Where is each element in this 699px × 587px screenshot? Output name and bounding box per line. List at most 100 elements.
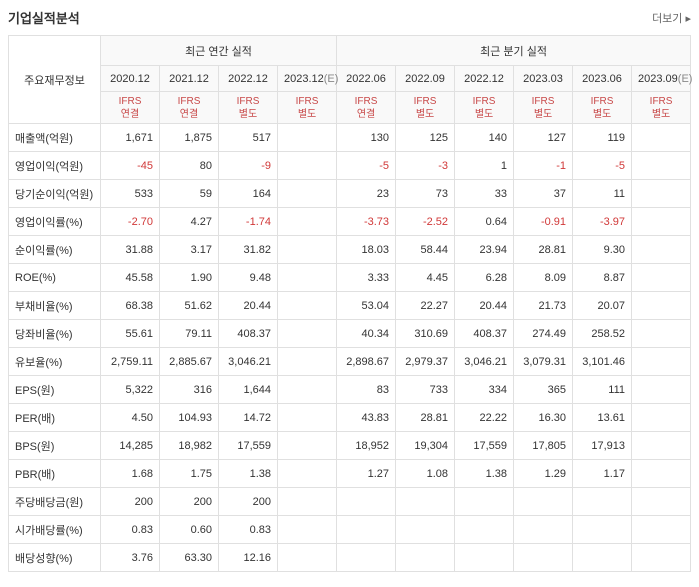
- metric-value: [278, 320, 337, 348]
- metric-value: [573, 544, 632, 572]
- metric-value: [278, 460, 337, 488]
- metric-value: 334: [455, 376, 514, 404]
- metric-value: [514, 544, 573, 572]
- metric-value: 1.68: [101, 460, 160, 488]
- ifrs-header: IFRS연결: [337, 92, 396, 124]
- metric-value: 119: [573, 124, 632, 152]
- metric-value: [632, 208, 691, 236]
- metric-value: [278, 180, 337, 208]
- metric-value: 17,559: [219, 432, 278, 460]
- metric-value: 17,913: [573, 432, 632, 460]
- metric-value: 18,982: [160, 432, 219, 460]
- metric-value: 20.07: [573, 292, 632, 320]
- metric-value: 0.60: [160, 516, 219, 544]
- metric-value: 1.90: [160, 264, 219, 292]
- metric-label: 시가배당률(%): [9, 516, 101, 544]
- metric-value: 104.93: [160, 404, 219, 432]
- metric-value: 130: [337, 124, 396, 152]
- metric-value: -5: [337, 152, 396, 180]
- ifrs-header: IFRS별도: [455, 92, 514, 124]
- metric-value: 125: [396, 124, 455, 152]
- metric-value: 33: [455, 180, 514, 208]
- period-header: 2022.12: [219, 66, 278, 92]
- metric-value: 733: [396, 376, 455, 404]
- metric-value: 6.28: [455, 264, 514, 292]
- metric-value: [278, 544, 337, 572]
- metric-label: PER(배): [9, 404, 101, 432]
- metric-value: 1.75: [160, 460, 219, 488]
- metric-value: 1.38: [455, 460, 514, 488]
- metric-value: [278, 124, 337, 152]
- metric-value: 37: [514, 180, 573, 208]
- metric-value: [632, 124, 691, 152]
- table-row: 주당배당금(원)200200200: [9, 488, 691, 516]
- table-row: 부채비율(%)68.3851.6220.4453.0422.2720.4421.…: [9, 292, 691, 320]
- metric-value: 140: [455, 124, 514, 152]
- ifrs-header: IFRS연결: [101, 92, 160, 124]
- metric-value: [632, 180, 691, 208]
- metric-label: 영업이익률(%): [9, 208, 101, 236]
- metric-value: 3.17: [160, 236, 219, 264]
- group-quarter: 최근 분기 실적: [337, 36, 691, 66]
- metric-label: EPS(원): [9, 376, 101, 404]
- metric-value: 18.03: [337, 236, 396, 264]
- metric-label: 주당배당금(원): [9, 488, 101, 516]
- metric-value: [632, 544, 691, 572]
- metric-value: -45: [101, 152, 160, 180]
- metric-value: 43.83: [337, 404, 396, 432]
- ifrs-header: IFRS별도: [514, 92, 573, 124]
- ifrs-header: IFRS별도: [396, 92, 455, 124]
- ifrs-header: IFRS별도: [278, 92, 337, 124]
- table-row: 영업이익률(%)-2.704.27-1.74-3.73-2.520.64-0.9…: [9, 208, 691, 236]
- metric-label: PBR(배): [9, 460, 101, 488]
- metric-value: 2,979.37: [396, 348, 455, 376]
- metric-value: 200: [160, 488, 219, 516]
- metric-value: 53.04: [337, 292, 396, 320]
- metric-value: 14,285: [101, 432, 160, 460]
- ifrs-header: IFRS별도: [632, 92, 691, 124]
- metric-value: -2.70: [101, 208, 160, 236]
- metric-value: [632, 264, 691, 292]
- metric-label: 영업이익(억원): [9, 152, 101, 180]
- metric-value: [632, 236, 691, 264]
- metric-value: [396, 488, 455, 516]
- table-row: 배당성향(%)3.7663.3012.16: [9, 544, 691, 572]
- metric-value: [632, 376, 691, 404]
- metric-value: [396, 516, 455, 544]
- metric-value: [632, 432, 691, 460]
- metric-value: [632, 488, 691, 516]
- metric-value: 0.64: [455, 208, 514, 236]
- metric-value: -3: [396, 152, 455, 180]
- more-link[interactable]: 더보기 ▸: [652, 10, 691, 26]
- table-row: EPS(원)5,3223161,64483733334365111: [9, 376, 691, 404]
- metric-value: 58.44: [396, 236, 455, 264]
- metric-value: 1.27: [337, 460, 396, 488]
- metric-label: 당기순이익(억원): [9, 180, 101, 208]
- metric-value: [278, 264, 337, 292]
- metric-value: 73: [396, 180, 455, 208]
- period-header: 2022.12: [455, 66, 514, 92]
- metric-value: [337, 488, 396, 516]
- metric-value: [455, 544, 514, 572]
- metric-value: 22.22: [455, 404, 514, 432]
- metric-value: 4.50: [101, 404, 160, 432]
- metric-value: 40.34: [337, 320, 396, 348]
- table-row: 유보율(%)2,759.112,885.673,046.212,898.672,…: [9, 348, 691, 376]
- metric-value: [455, 516, 514, 544]
- period-header: 2020.12: [101, 66, 160, 92]
- period-header: 2022.09: [396, 66, 455, 92]
- metric-value: 1.08: [396, 460, 455, 488]
- metric-value: 12.16: [219, 544, 278, 572]
- metric-value: 20.44: [219, 292, 278, 320]
- period-header: 2021.12: [160, 66, 219, 92]
- metric-label: ROE(%): [9, 264, 101, 292]
- table-row: 매출액(억원)1,6711,875517130125140127119: [9, 124, 691, 152]
- metric-value: -1: [514, 152, 573, 180]
- metric-value: 2,759.11: [101, 348, 160, 376]
- metric-label: 순이익률(%): [9, 236, 101, 264]
- metric-value: 200: [101, 488, 160, 516]
- metric-label: BPS(원): [9, 432, 101, 460]
- metric-value: [396, 544, 455, 572]
- metric-value: [278, 236, 337, 264]
- metric-value: 3,101.46: [573, 348, 632, 376]
